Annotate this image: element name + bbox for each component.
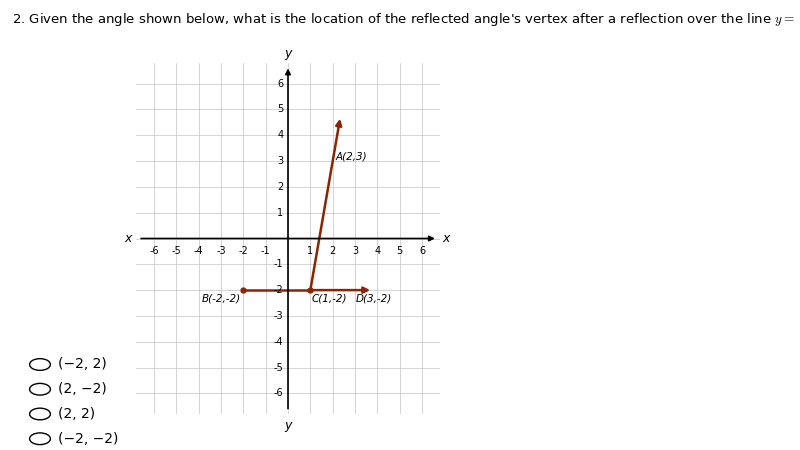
- Text: 4: 4: [278, 130, 283, 140]
- Text: A(2,3): A(2,3): [335, 152, 367, 162]
- Text: -4: -4: [274, 337, 283, 347]
- Text: -5: -5: [171, 246, 181, 256]
- Text: -6: -6: [149, 246, 158, 256]
- Text: 6: 6: [278, 79, 283, 89]
- Text: -3: -3: [274, 311, 283, 321]
- Text: 2: 2: [278, 182, 283, 192]
- Text: x: x: [442, 232, 450, 245]
- Text: x: x: [124, 232, 131, 245]
- Text: -2: -2: [238, 246, 248, 256]
- Text: D(3,-2): D(3,-2): [356, 294, 393, 304]
- Text: -3: -3: [216, 246, 226, 256]
- Text: 1: 1: [307, 246, 314, 256]
- Text: 2: 2: [330, 246, 336, 256]
- Text: 5: 5: [278, 104, 283, 114]
- Text: 6: 6: [419, 246, 425, 256]
- Text: (−2, −2): (−2, −2): [58, 432, 118, 446]
- Text: -6: -6: [274, 388, 283, 398]
- Text: -1: -1: [261, 246, 270, 256]
- Text: (2, −2): (2, −2): [58, 382, 106, 396]
- Text: -5: -5: [274, 363, 283, 373]
- Text: 3: 3: [278, 156, 283, 166]
- Text: -1: -1: [274, 259, 283, 269]
- Text: C(1,-2): C(1,-2): [311, 294, 347, 304]
- Text: 2. Given the angle shown below, what is the location of the reflected angle's ve: 2. Given the angle shown below, what is …: [12, 11, 800, 28]
- Text: -4: -4: [194, 246, 203, 256]
- Text: 1: 1: [278, 208, 283, 218]
- Text: 3: 3: [352, 246, 358, 256]
- Text: y: y: [284, 419, 292, 432]
- Text: B(-2,-2): B(-2,-2): [202, 294, 241, 304]
- Text: (2, 2): (2, 2): [58, 407, 94, 421]
- Text: -2: -2: [274, 285, 283, 295]
- Text: y: y: [284, 47, 292, 60]
- Text: 4: 4: [374, 246, 381, 256]
- Text: 5: 5: [397, 246, 403, 256]
- Text: (−2, 2): (−2, 2): [58, 357, 106, 372]
